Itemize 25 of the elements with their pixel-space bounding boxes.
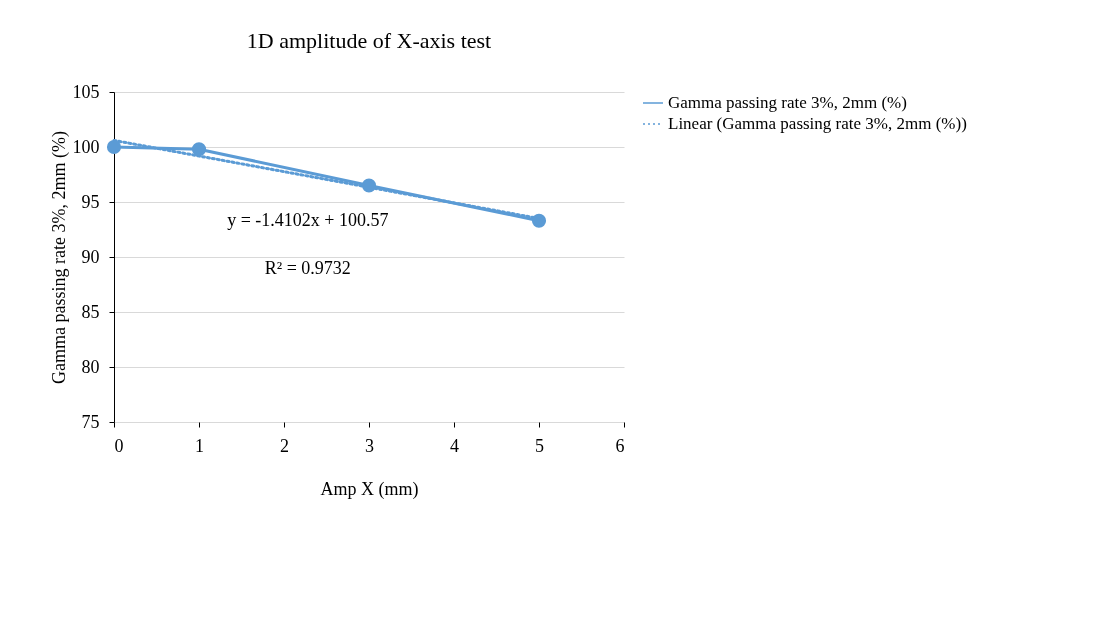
- x-tick-label: 1: [195, 435, 204, 456]
- y-tick-label: 95: [81, 191, 100, 212]
- x-tick-label: 4: [450, 435, 459, 456]
- x-tick-label: 3: [365, 435, 374, 456]
- x-axis-title: Amp X (mm): [320, 478, 419, 500]
- annotation: y = -1.4102x + 100.57: [227, 209, 389, 230]
- point: [361, 178, 377, 193]
- chart-title: 1D amplitude of X-axis test: [246, 28, 492, 53]
- y-axis-title: Gamma passing rate 3%, 2mm (%): [48, 131, 70, 384]
- y-tick-label: 85: [81, 301, 100, 322]
- annotation: R² = 0.9732: [264, 257, 351, 278]
- y-tick-label: 75: [81, 411, 100, 432]
- x-tick-label: 0: [114, 435, 124, 456]
- point: [191, 142, 207, 157]
- y-tick-label: 105: [72, 81, 100, 102]
- y-tick-label: 90: [81, 246, 100, 267]
- legend-label: Linear (Gamma passing rate 3%, 2mm (%)): [668, 114, 967, 133]
- legend-label: Gamma passing rate 3%, 2mm (%): [668, 93, 907, 112]
- y-tick-label: 80: [81, 356, 100, 377]
- x-tick-label: 2: [280, 435, 289, 456]
- y-tick-label: 100: [72, 136, 100, 157]
- point: [531, 213, 547, 228]
- point: [106, 139, 122, 155]
- x-tick-label: 5: [535, 435, 544, 456]
- x-tick-label: 6: [615, 435, 625, 456]
